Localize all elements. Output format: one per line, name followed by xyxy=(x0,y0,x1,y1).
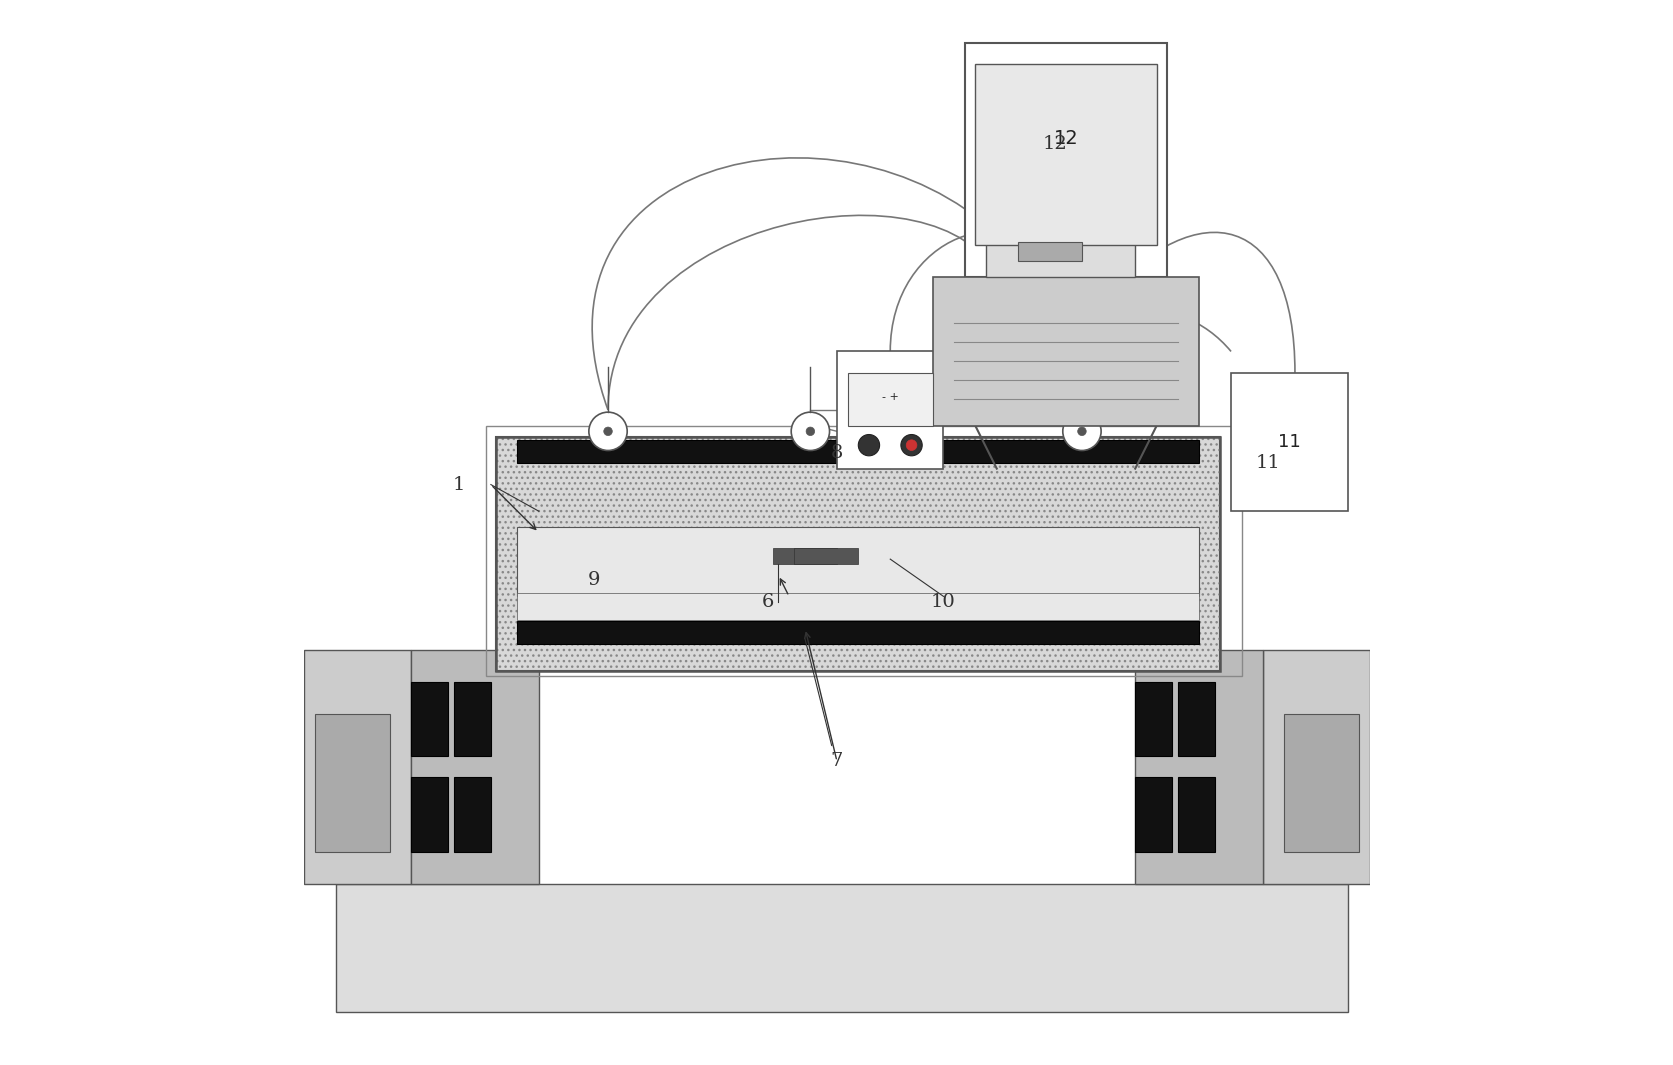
Bar xyxy=(412,650,539,884)
Bar xyxy=(1283,714,1358,852)
Bar xyxy=(964,43,1166,277)
Bar xyxy=(412,682,448,756)
Text: 11: 11 xyxy=(1278,433,1300,450)
Bar xyxy=(847,373,932,426)
Bar xyxy=(517,593,1198,620)
Bar xyxy=(773,548,836,564)
Bar xyxy=(412,777,448,852)
Bar xyxy=(517,527,1198,596)
Bar xyxy=(495,437,1220,671)
Circle shape xyxy=(791,412,830,450)
Text: 10: 10 xyxy=(930,593,955,610)
Bar xyxy=(495,437,1220,671)
Bar xyxy=(453,682,490,756)
Bar xyxy=(1261,650,1369,884)
Bar xyxy=(517,621,1198,644)
Bar xyxy=(517,440,1198,463)
Bar xyxy=(495,437,1220,671)
Bar xyxy=(336,884,1347,1012)
Bar xyxy=(1017,242,1081,261)
Bar xyxy=(932,277,1198,426)
Bar xyxy=(795,548,858,564)
Circle shape xyxy=(1062,412,1101,450)
Bar xyxy=(836,351,944,469)
Bar xyxy=(1178,682,1215,756)
Circle shape xyxy=(900,435,922,456)
Bar xyxy=(1178,777,1215,852)
Bar xyxy=(975,64,1156,245)
Text: 6: 6 xyxy=(761,593,773,610)
Text: 9: 9 xyxy=(587,572,601,589)
Text: 12: 12 xyxy=(1052,129,1077,148)
Bar xyxy=(304,650,412,884)
Bar xyxy=(315,714,390,852)
Circle shape xyxy=(806,427,815,436)
Text: 12: 12 xyxy=(1042,135,1067,152)
Text: 7: 7 xyxy=(830,753,843,770)
Text: 8: 8 xyxy=(830,444,843,461)
Bar xyxy=(1134,682,1171,756)
Text: 1: 1 xyxy=(452,476,465,493)
Bar xyxy=(1230,373,1347,511)
Bar xyxy=(453,777,490,852)
Circle shape xyxy=(858,435,878,456)
Bar xyxy=(485,426,1241,676)
Text: - +: - + xyxy=(882,392,898,403)
Circle shape xyxy=(1077,427,1086,436)
Circle shape xyxy=(905,440,917,450)
Bar xyxy=(1134,777,1171,852)
Bar xyxy=(1134,650,1261,884)
Circle shape xyxy=(604,427,612,436)
Bar xyxy=(985,224,1134,277)
Circle shape xyxy=(589,412,627,450)
Text: 11: 11 xyxy=(1255,455,1280,472)
